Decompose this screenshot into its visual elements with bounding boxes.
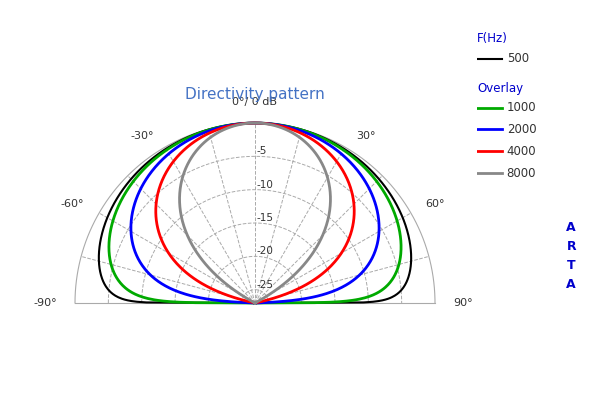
Text: Overlay: Overlay bbox=[477, 82, 523, 95]
Text: -25: -25 bbox=[257, 280, 274, 290]
Text: -90°: -90° bbox=[34, 298, 57, 308]
Text: 1000: 1000 bbox=[506, 101, 536, 114]
Text: -30°: -30° bbox=[131, 131, 154, 141]
Text: -15: -15 bbox=[257, 213, 274, 223]
Text: F(Hz): F(Hz) bbox=[477, 32, 508, 45]
Text: A
R
T
A: A R T A bbox=[566, 221, 576, 291]
Text: -5: -5 bbox=[257, 146, 267, 156]
Text: 4000: 4000 bbox=[506, 145, 536, 158]
Text: Directivity pattern: Directivity pattern bbox=[185, 87, 325, 102]
Text: 2000: 2000 bbox=[506, 123, 536, 136]
Text: 8000: 8000 bbox=[506, 167, 536, 180]
Text: 30°: 30° bbox=[356, 131, 376, 141]
Text: 500: 500 bbox=[506, 52, 529, 65]
Text: 0°/ 0 dB: 0°/ 0 dB bbox=[233, 97, 277, 107]
Text: -20: -20 bbox=[257, 246, 274, 256]
Text: 60°: 60° bbox=[425, 199, 445, 209]
Text: -10: -10 bbox=[257, 180, 274, 190]
Text: -60°: -60° bbox=[61, 199, 85, 209]
Text: 90°: 90° bbox=[453, 298, 473, 308]
